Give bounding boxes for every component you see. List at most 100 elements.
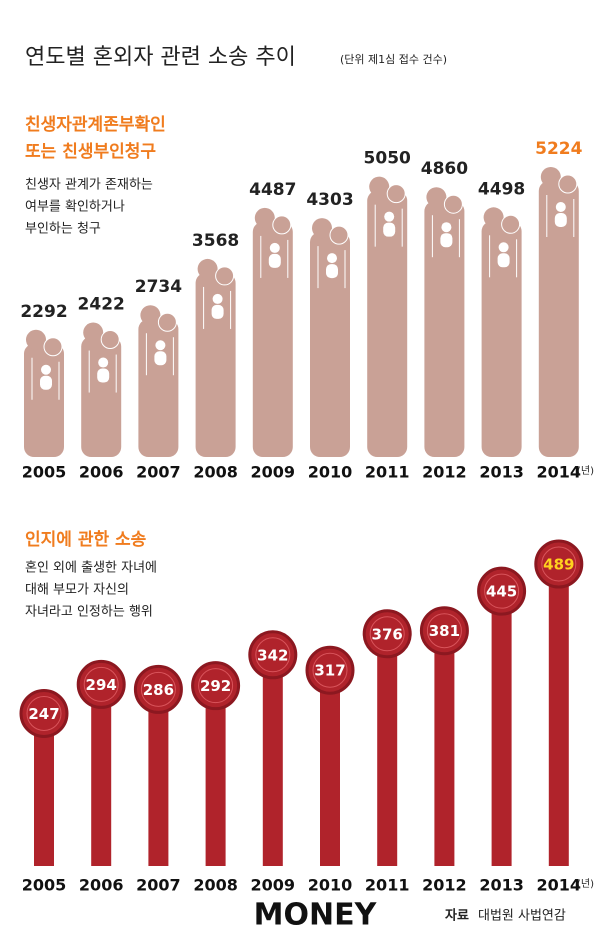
baby-head — [498, 242, 509, 253]
unit-note: (단위 제1심 접수 건수) — [340, 53, 447, 66]
x-tick-label: 2011 — [365, 463, 410, 482]
x-tick-label: 2008 — [193, 876, 238, 895]
value-label: 317 — [314, 662, 345, 680]
seal — [305, 645, 355, 695]
seal — [362, 609, 412, 659]
baby-body — [268, 253, 281, 268]
bar — [205, 685, 226, 866]
bar — [367, 190, 408, 457]
adult-head — [140, 305, 161, 326]
adult-head — [254, 207, 275, 228]
value-label: 5224 — [535, 139, 582, 159]
seal-inner — [198, 668, 234, 704]
x-tick-label: 2014 — [537, 876, 582, 895]
seal — [248, 630, 298, 680]
seal-inner — [369, 616, 405, 652]
value-label: 292 — [200, 677, 231, 695]
bar — [481, 221, 522, 457]
seal-inner — [312, 652, 348, 688]
adult-head — [83, 322, 104, 343]
adult-head — [369, 176, 390, 197]
baby-body — [497, 253, 510, 268]
bar — [195, 272, 236, 457]
bar — [138, 319, 179, 457]
bar — [434, 630, 455, 866]
seal-inner — [26, 695, 62, 731]
x-tick-label: 2014 — [537, 463, 582, 482]
adult-head — [26, 329, 46, 350]
x-tick-label: 2010 — [308, 876, 353, 895]
baby-head — [384, 211, 395, 222]
seal — [191, 661, 241, 711]
chart-title: 친생자관계존부확인 — [25, 115, 166, 135]
chart-description: 친생자 관계가 존재하는 — [25, 178, 153, 193]
adult-head — [386, 184, 406, 204]
baby-body — [97, 368, 110, 383]
baby-body — [383, 222, 396, 237]
seal — [19, 688, 69, 738]
value-label: 247 — [28, 705, 59, 723]
chart-description: 부인하는 청구 — [25, 222, 101, 237]
source: 대법원 사법연감 — [478, 909, 566, 924]
baby-head — [327, 253, 337, 264]
bar — [424, 201, 465, 457]
bar — [148, 689, 169, 866]
value-label: 294 — [86, 676, 117, 694]
value-label: 2734 — [135, 277, 182, 297]
x-tick-label: 2011 — [365, 876, 410, 895]
x-tick-label: 2008 — [193, 463, 238, 482]
baby-body — [554, 213, 567, 227]
adult-head — [501, 214, 521, 234]
baby-head — [441, 222, 452, 233]
x-tick-label: 2013 — [479, 876, 524, 895]
bar — [81, 336, 122, 457]
adult-head — [329, 225, 349, 245]
value-label: 2292 — [20, 302, 67, 322]
value-label: 5050 — [364, 149, 411, 169]
adult-head — [558, 174, 578, 194]
bar — [252, 221, 293, 457]
bar — [262, 654, 283, 866]
adult-head — [540, 167, 561, 187]
source-label: 자료 — [445, 909, 469, 924]
value-label: 342 — [257, 646, 288, 664]
seal — [133, 664, 183, 714]
x-tick-label: 2007 — [136, 463, 181, 482]
x-tick-label: 2005 — [22, 463, 67, 482]
x-tick-label: 2009 — [251, 463, 296, 482]
adult-head — [197, 258, 218, 279]
value-label: 2422 — [78, 295, 125, 315]
value-label: 286 — [143, 681, 174, 699]
seal — [76, 659, 126, 709]
bar — [377, 633, 398, 866]
page-title: 연도별 혼외자 관련 소송 추이 — [25, 45, 296, 70]
bar — [548, 564, 569, 866]
seal — [419, 606, 469, 656]
value-label: 4498 — [478, 179, 525, 199]
seal-inner — [255, 637, 291, 673]
chart-description: 혼인 외에 출생한 자녀에 — [25, 561, 157, 576]
seal-inner — [541, 546, 577, 582]
chart-description: 자녀라고 인정하는 행위 — [25, 604, 153, 620]
value-label: 381 — [429, 622, 460, 640]
adult-head — [157, 312, 177, 332]
bar — [320, 670, 340, 866]
seal-inner — [426, 613, 462, 649]
value-label: 4860 — [421, 159, 468, 179]
baby-body — [154, 351, 167, 366]
chart-description: 대해 부모가 자신의 — [25, 583, 129, 598]
chart-title: 또는 친생부인청구 — [25, 141, 156, 162]
baby-head — [269, 242, 280, 253]
category-unit: (년) — [577, 465, 594, 477]
x-tick-label: 2010 — [308, 463, 353, 482]
seal — [477, 566, 527, 616]
value-label: 4303 — [306, 190, 353, 210]
seal-inner — [140, 671, 176, 707]
value-label: 489 — [543, 556, 574, 574]
adult-head — [272, 215, 292, 235]
bar — [491, 591, 512, 866]
bar — [310, 232, 350, 457]
baby-head — [98, 357, 109, 368]
seal-inner — [83, 666, 119, 702]
